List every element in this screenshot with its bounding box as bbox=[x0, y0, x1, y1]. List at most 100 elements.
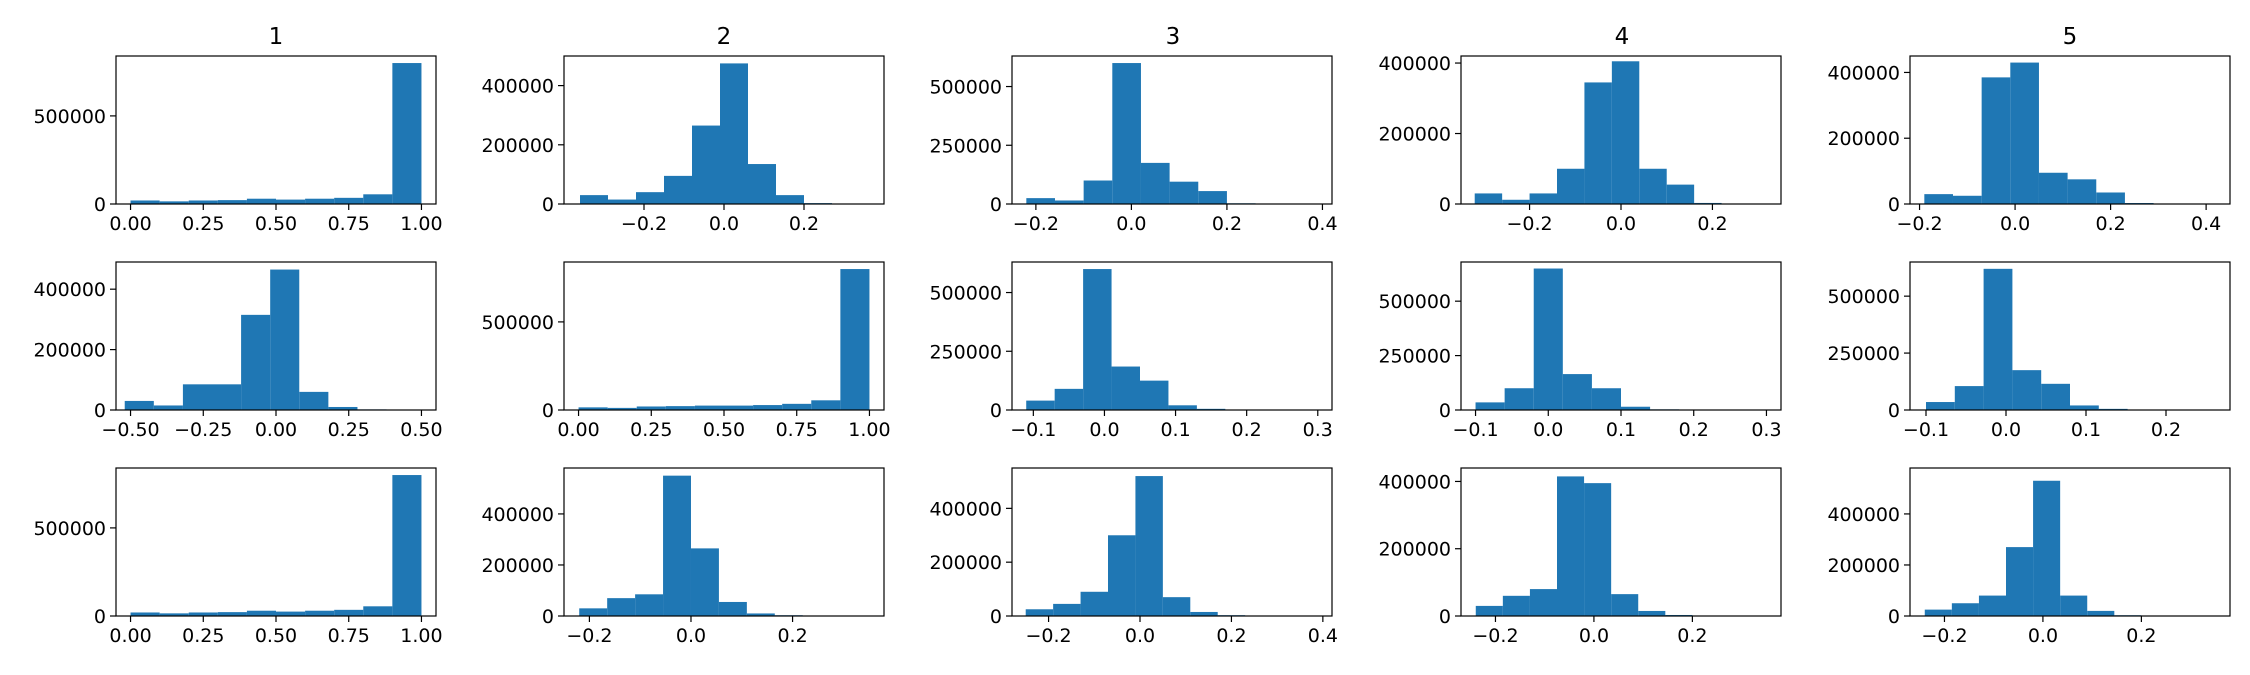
y-tick-label: 0 bbox=[1888, 606, 1900, 628]
x-tick-label: 0.1 bbox=[1606, 419, 1636, 441]
x-tick-label: −0.1 bbox=[1452, 419, 1498, 441]
histogram-bar bbox=[1168, 405, 1197, 410]
histogram-bar bbox=[1924, 609, 1952, 616]
histogram-bar bbox=[1638, 610, 1666, 616]
x-tick-label: 0.0 bbox=[2028, 625, 2058, 647]
subplot-3-3: −0.2 0.0 0.2 0.4 0 200000 400000 bbox=[929, 467, 1338, 647]
histogram-bar bbox=[305, 610, 335, 616]
histogram-bar bbox=[363, 194, 393, 204]
histogram-bar bbox=[1924, 194, 1953, 204]
x-tick-label: −0.2 bbox=[1507, 213, 1553, 235]
x-tick-label: 0.1 bbox=[1160, 419, 1190, 441]
y-tick-label: 500000 bbox=[1827, 286, 1900, 308]
y-tick-label: 0 bbox=[1439, 400, 1451, 422]
histogram-bar bbox=[1611, 61, 1640, 205]
axes-frame bbox=[115, 55, 437, 205]
histogram-bar bbox=[1557, 476, 1585, 616]
histogram-bar bbox=[746, 613, 775, 616]
column-titles: 1 2 3 4 5 bbox=[269, 24, 2078, 50]
x-tick-label: 0.00 bbox=[255, 419, 297, 441]
y-tick-label: 250000 bbox=[929, 135, 1002, 157]
x-tick-label: 0.4 bbox=[2191, 213, 2221, 235]
y-tick-label: 400000 bbox=[929, 498, 1002, 520]
axes-frame bbox=[563, 467, 885, 617]
x-tick-label: 0.2 bbox=[777, 625, 807, 647]
x-tick-label: 0.0 bbox=[1125, 625, 1155, 647]
column-title-1: 1 bbox=[269, 24, 284, 50]
histogram-bar bbox=[1981, 77, 2011, 204]
histogram-bar bbox=[2041, 383, 2070, 410]
histogram-bar bbox=[2006, 547, 2034, 616]
subplot-2-2: 0.00 0.25 0.50 0.75 1.00 0 500000 bbox=[481, 261, 891, 441]
axes-frame bbox=[1909, 467, 2231, 617]
x-tick-label: 0.00 bbox=[109, 213, 151, 235]
histogram-bar bbox=[1557, 168, 1585, 204]
y-tick-label: 400000 bbox=[481, 504, 554, 526]
histogram-bar bbox=[188, 612, 218, 616]
histogram-bar bbox=[1584, 483, 1612, 616]
histogram-bar bbox=[1951, 603, 1979, 616]
histogram-bar bbox=[782, 403, 812, 410]
y-tick-label: 200000 bbox=[33, 340, 106, 362]
histogram-bar bbox=[188, 200, 218, 204]
subplot-1-3: −0.2 0.0 0.2 0.4 0 250000 500000 bbox=[929, 55, 1338, 235]
histogram-bar bbox=[299, 391, 329, 410]
y-tick-label: 250000 bbox=[1378, 346, 1451, 368]
x-tick-label: −0.25 bbox=[174, 419, 232, 441]
axes-frame bbox=[1011, 261, 1333, 411]
subplot-2-1: −0.50 −0.25 0.00 0.25 0.50 0 200000 400000 bbox=[33, 261, 443, 441]
y-tick-label: 0 bbox=[1439, 194, 1451, 216]
column-title-2: 2 bbox=[717, 24, 732, 50]
x-tick-label: 0.0 bbox=[1991, 419, 2021, 441]
histogram-bar bbox=[1954, 386, 1984, 410]
y-tick-label: 400000 bbox=[1827, 504, 1900, 526]
x-tick-label: 0.2 bbox=[2095, 213, 2125, 235]
histogram-bar bbox=[1504, 388, 1534, 410]
histogram-bar bbox=[811, 400, 841, 410]
histogram-bar bbox=[2067, 179, 2097, 204]
histogram-bar bbox=[840, 269, 870, 410]
y-tick-label: 0 bbox=[990, 194, 1002, 216]
y-tick-label: 400000 bbox=[481, 76, 554, 98]
y-tick-label: 400000 bbox=[1827, 62, 1900, 84]
y-tick-label: 200000 bbox=[1827, 128, 1900, 150]
histogram-bar bbox=[1025, 609, 1054, 616]
histogram-bar bbox=[1053, 603, 1081, 616]
column-title-4: 4 bbox=[1615, 24, 1630, 50]
x-tick-label: 0.0 bbox=[709, 213, 739, 235]
histogram-bar bbox=[1083, 180, 1113, 204]
histogram-bar bbox=[130, 612, 160, 616]
y-tick-label: 0 bbox=[542, 606, 554, 628]
histogram-bar bbox=[1140, 162, 1170, 204]
histogram-bar bbox=[1026, 400, 1055, 410]
histogram-bar bbox=[1162, 597, 1191, 616]
histogram-bar bbox=[724, 405, 754, 410]
histogram-bar bbox=[2096, 192, 2125, 204]
histogram-bar bbox=[636, 406, 666, 410]
subplot-2-4: −0.1 0.0 0.1 0.2 0.3 0 250000 500000 bbox=[1378, 261, 1782, 441]
histogram-bar bbox=[1591, 388, 1621, 410]
histogram-bar bbox=[1190, 611, 1218, 616]
histogram-bar bbox=[1026, 198, 1055, 204]
histogram-bar bbox=[664, 175, 692, 204]
histogram-bar bbox=[1666, 184, 1695, 204]
y-tick-label: 400000 bbox=[33, 279, 106, 301]
histogram-bar bbox=[159, 613, 189, 616]
y-tick-label: 500000 bbox=[929, 283, 1002, 305]
histogram-bar bbox=[182, 384, 212, 410]
histogram-bar bbox=[692, 125, 720, 204]
x-tick-label: 0.25 bbox=[182, 625, 224, 647]
histogram-bar bbox=[1198, 191, 1227, 204]
y-tick-label: 200000 bbox=[481, 555, 554, 577]
y-tick-label: 0 bbox=[990, 606, 1002, 628]
histogram-bar bbox=[718, 601, 747, 616]
subplot-3-2: −0.2 0.0 0.2 0 200000 400000 bbox=[481, 467, 885, 647]
x-tick-label: 0.2 bbox=[1212, 213, 1242, 235]
y-tick-label: 500000 bbox=[33, 106, 106, 128]
y-tick-label: 0 bbox=[94, 194, 106, 216]
x-tick-label: 0.00 bbox=[109, 625, 151, 647]
x-tick-label: 0.75 bbox=[328, 625, 370, 647]
histogram-bar bbox=[2038, 172, 2068, 204]
axes-frame bbox=[1460, 261, 1782, 411]
